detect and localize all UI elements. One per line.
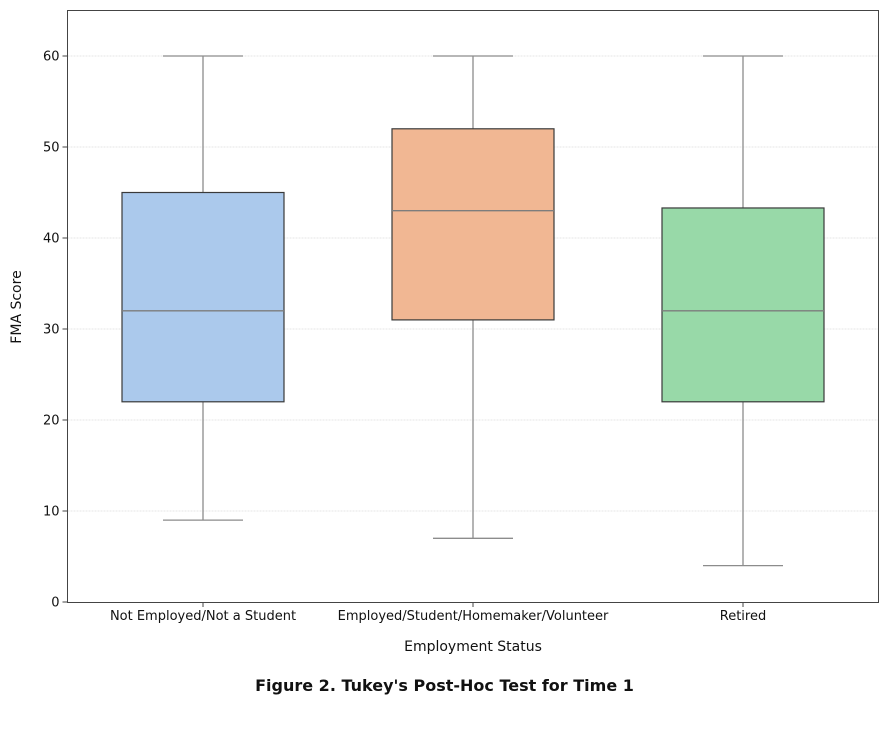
iqr-box: [121, 191, 285, 403]
x-tick-label: Employed/Student/Homemaker/Volunteer: [338, 609, 609, 624]
iqr-box: [661, 207, 825, 403]
y-tick-label: 30: [43, 323, 60, 338]
x-tick-label: Retired: [720, 609, 766, 624]
x-tick-label: Not Employed/Not a Student: [110, 609, 296, 624]
x-axis-ticks: Not Employed/Not a Student Employed/Stude…: [110, 602, 766, 624]
y-tick-label: 40: [43, 232, 60, 247]
y-axis-ticks: 0 10 20 30 40 50 60: [43, 50, 68, 611]
y-axis-title: FMA Score: [9, 270, 25, 343]
y-tick-label: 50: [43, 141, 60, 156]
x-axis-title: Employment Status: [404, 639, 542, 655]
boxes: [121, 55, 825, 567]
y-tick-label: 0: [51, 596, 59, 611]
figure-caption: Figure 2. Tukey's Post-Hoc Test for Time…: [255, 676, 634, 695]
iqr-box: [391, 128, 555, 321]
y-tick-label: 60: [43, 50, 60, 65]
box-1: [121, 55, 285, 521]
box-3: [661, 55, 825, 567]
box-plot-chart: 0 10 20 30 40 50 60 Not Employed/Not a Student…: [9, 10, 879, 655]
y-tick-label: 10: [43, 505, 60, 520]
box-2: [391, 55, 555, 539]
y-tick-label: 20: [43, 414, 60, 429]
